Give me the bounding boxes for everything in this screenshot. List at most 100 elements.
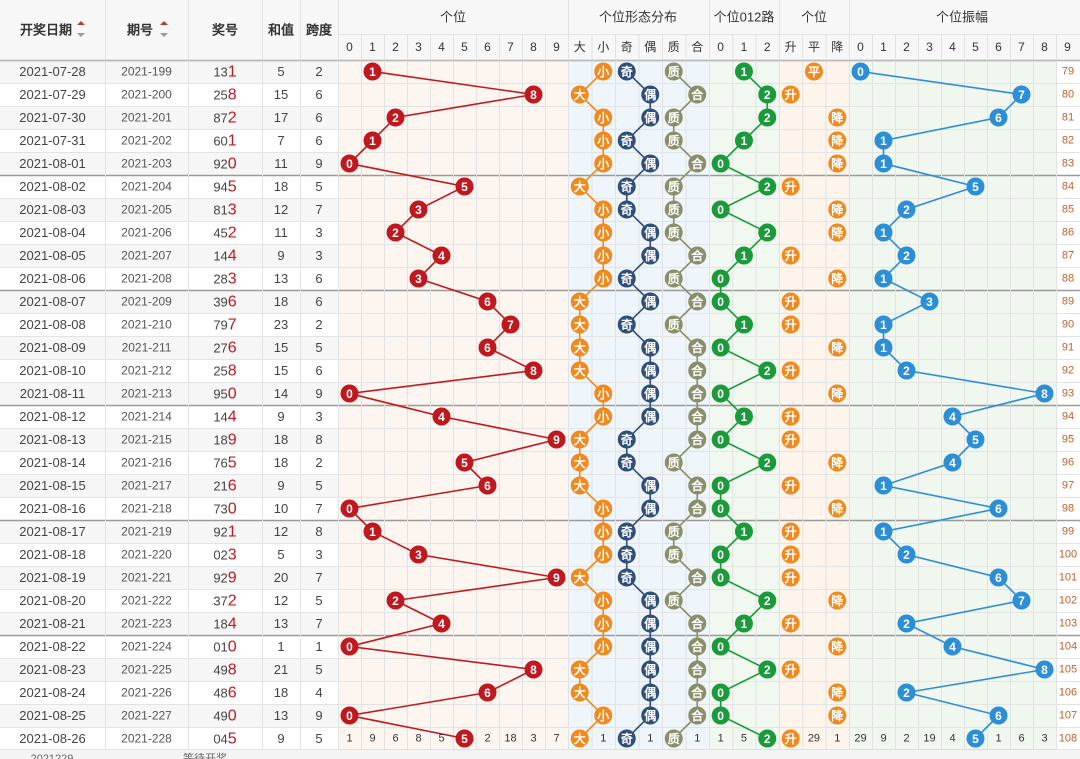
- route-ball-label: 0: [717, 709, 724, 723]
- primecomp-ball-circle: [688, 637, 707, 656]
- size-ball-label: 大: [574, 294, 586, 309]
- units-ball-circle: [340, 637, 359, 656]
- primecomp-ball-label: 合: [691, 409, 704, 424]
- units-ball-circle: [547, 568, 566, 587]
- row-bg: [0, 313, 338, 336]
- oddeven-ball-label: 偶: [644, 386, 656, 401]
- units-ball-label: 8: [530, 364, 537, 378]
- row-span: 5: [315, 478, 322, 493]
- row-index: 84: [1062, 181, 1074, 193]
- row-period: 2021-212: [121, 364, 172, 378]
- trend-ball-circle: [828, 706, 847, 725]
- row-index: 86: [1062, 227, 1074, 239]
- row-sum: 15: [274, 340, 288, 355]
- amplitude-ball-label: 1: [880, 525, 887, 539]
- row-span: 6: [315, 271, 322, 286]
- row-bg: [0, 106, 338, 129]
- route-ball: 1: [734, 62, 753, 81]
- units-trend-line: [347, 70, 557, 740]
- oddeven-ball-circle: [617, 177, 636, 196]
- amplitude-col-header: 3: [926, 40, 933, 54]
- primecomp-ball: 质: [664, 729, 683, 748]
- trend-ball-circle: [781, 476, 800, 495]
- row-number: 258: [213, 362, 236, 379]
- oddeven-ball-circle: [617, 131, 636, 150]
- shape-col-header: 奇: [621, 40, 633, 54]
- units-ball-label: 0: [346, 640, 353, 654]
- trend-ball: 降: [828, 453, 847, 472]
- row-period: 2021-218: [121, 502, 172, 516]
- shape-col-header: 小: [597, 40, 609, 54]
- route-ball: 0: [711, 200, 730, 219]
- units-ball-label: 2: [392, 226, 399, 240]
- trend-ball-label: 升: [785, 432, 797, 447]
- row-date: 2021-07-28: [19, 64, 86, 79]
- row-period: 2021-201: [121, 111, 172, 125]
- row-number: 131: [213, 63, 236, 80]
- row-index: 95: [1062, 434, 1074, 446]
- digit-col-header: 1: [369, 40, 376, 54]
- amplitude-ball: 6: [989, 499, 1008, 518]
- trend-ball-label: 升: [785, 248, 797, 263]
- row-number: 144: [213, 408, 236, 425]
- primecomp-ball-circle: [688, 614, 707, 633]
- units-ball-label: 3: [415, 203, 422, 217]
- route-ball-label: 1: [741, 525, 748, 539]
- primecomp-ball-circle: [688, 407, 707, 426]
- oddeven-ball-circle: [641, 361, 660, 380]
- trend-ball-circle: [781, 568, 800, 587]
- omission-digit: 6: [392, 733, 398, 745]
- primecomp-ball-label: 合: [691, 248, 704, 263]
- oddeven-ball-label: 偶: [644, 363, 656, 378]
- units-ball: 3: [409, 269, 428, 288]
- row-period: 2021-200: [121, 88, 172, 102]
- primecomp-ball: 合: [688, 614, 707, 633]
- oddeven-ball: 奇: [617, 729, 636, 748]
- units-ball-circle: [455, 453, 474, 472]
- row-index: 108: [1059, 733, 1077, 745]
- size-ball-circle: [570, 430, 589, 449]
- row-period: 2021-203: [121, 157, 172, 171]
- digit-col-header: 2: [392, 40, 399, 54]
- row-number: 872: [213, 109, 236, 126]
- row-bg: [0, 704, 338, 727]
- amplitude-ball-label: 4: [949, 456, 956, 470]
- oddeven-ball-label: 偶: [644, 110, 656, 125]
- trend-ball: 升: [781, 522, 800, 541]
- primecomp-ball-circle: [664, 131, 683, 150]
- oddeven-ball-label: 偶: [644, 616, 656, 631]
- trend-ball-circle: [781, 361, 800, 380]
- amplitude-col-header: 7: [1018, 40, 1025, 54]
- trend-ball: 降: [828, 384, 847, 403]
- trend-ball-circle: [781, 614, 800, 633]
- amplitude-ball-label: 4: [949, 410, 956, 424]
- oddeven-ball-label: 偶: [644, 87, 656, 102]
- row-index: 88: [1062, 273, 1074, 285]
- route-col-header: 0: [717, 40, 724, 54]
- amplitude-ball-label: 6: [995, 571, 1002, 585]
- digit-col-header: 6: [484, 40, 491, 54]
- row-period: 2021-215: [121, 433, 172, 447]
- trend-col-header: 降: [831, 40, 843, 54]
- row-number: 797: [213, 316, 236, 333]
- trend-ball: 平: [804, 62, 823, 81]
- row-span: 7: [315, 501, 322, 516]
- trend-ball-label: 升: [785, 662, 797, 677]
- trend-ball: 降: [828, 338, 847, 357]
- size-ball-circle: [594, 706, 613, 725]
- oddeven-ball: 奇: [617, 545, 636, 564]
- row-span: 6: [315, 294, 322, 309]
- header-amplitude: 个位振幅: [936, 10, 988, 25]
- oddeven-ball-circle: [641, 85, 660, 104]
- row-number: 813: [213, 201, 236, 218]
- row-bg: [0, 635, 338, 658]
- route-ball: 1: [734, 407, 753, 426]
- row-bg: [0, 336, 338, 359]
- size-ball-label: 大: [574, 478, 586, 493]
- omission-trend: 29: [808, 733, 820, 745]
- primecomp-ball-label: 合: [691, 478, 704, 493]
- row-date: 2021-08-03: [19, 202, 86, 217]
- row-sum: 20: [274, 570, 288, 585]
- units-ball: 0: [340, 706, 359, 725]
- row-sum: 12: [274, 202, 288, 217]
